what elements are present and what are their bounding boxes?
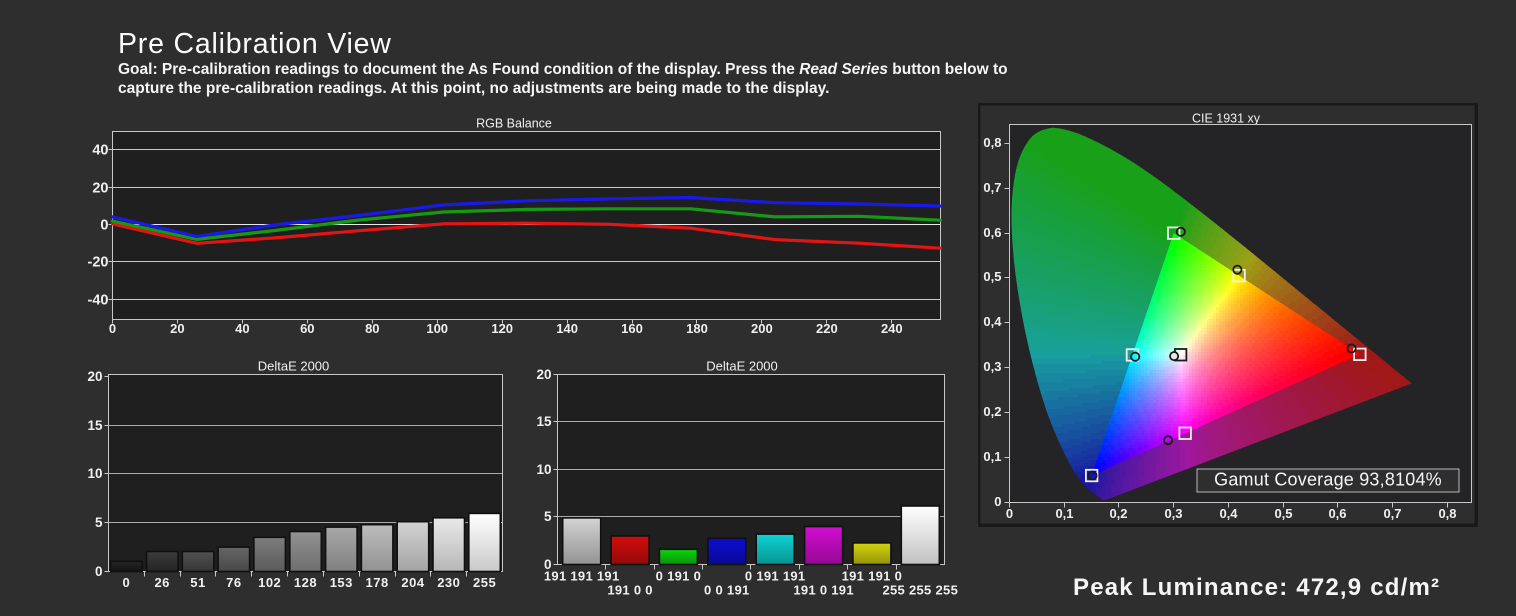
svg-text:20: 20 bbox=[170, 321, 184, 336]
svg-text:128: 128 bbox=[294, 575, 317, 590]
svg-text:120: 120 bbox=[491, 321, 513, 336]
svg-text:160: 160 bbox=[621, 321, 643, 336]
svg-text:15: 15 bbox=[536, 414, 552, 429]
svg-text:140: 140 bbox=[556, 321, 578, 336]
svg-text:20: 20 bbox=[87, 369, 102, 384]
svg-text:5: 5 bbox=[544, 509, 552, 524]
svg-text:10: 10 bbox=[536, 462, 551, 477]
svg-text:240: 240 bbox=[881, 321, 903, 336]
svg-text:15: 15 bbox=[87, 418, 103, 433]
svg-text:100: 100 bbox=[426, 321, 448, 336]
svg-text:0 0 191: 0 0 191 bbox=[704, 583, 749, 598]
svg-text:0: 0 bbox=[100, 218, 108, 234]
svg-text:51: 51 bbox=[190, 575, 205, 590]
svg-text:20: 20 bbox=[92, 181, 108, 197]
svg-text:178: 178 bbox=[365, 575, 388, 590]
svg-text:255 255 255: 255 255 255 bbox=[883, 583, 959, 598]
svg-text:40: 40 bbox=[235, 321, 249, 336]
svg-text:200: 200 bbox=[751, 321, 773, 336]
svg-text:180: 180 bbox=[686, 321, 708, 336]
svg-text:76: 76 bbox=[226, 575, 241, 590]
svg-text:-20: -20 bbox=[88, 255, 109, 271]
svg-text:-40: -40 bbox=[88, 293, 109, 309]
svg-text:191 0 191: 191 0 191 bbox=[793, 583, 854, 598]
svg-text:26: 26 bbox=[154, 575, 169, 590]
svg-text:20: 20 bbox=[536, 367, 551, 382]
svg-text:230: 230 bbox=[437, 575, 460, 590]
svg-text:10: 10 bbox=[87, 466, 102, 481]
svg-text:80: 80 bbox=[365, 321, 379, 336]
svg-text:0 191 191: 0 191 191 bbox=[745, 569, 806, 584]
svg-text:255: 255 bbox=[473, 575, 496, 590]
svg-text:191 0 0: 191 0 0 bbox=[607, 583, 652, 598]
svg-text:204: 204 bbox=[401, 575, 424, 590]
svg-text:0: 0 bbox=[123, 575, 131, 590]
svg-text:0 191 0: 0 191 0 bbox=[656, 569, 701, 584]
svg-text:191 191 191: 191 191 191 bbox=[544, 569, 620, 584]
svg-text:0: 0 bbox=[109, 321, 116, 336]
svg-text:CIE 1931 xy: CIE 1931 xy bbox=[1192, 112, 1261, 126]
svg-text:0: 0 bbox=[95, 564, 103, 579]
svg-text:60: 60 bbox=[300, 321, 314, 336]
svg-text:220: 220 bbox=[816, 321, 838, 336]
svg-text:40: 40 bbox=[92, 143, 108, 159]
svg-text:153: 153 bbox=[330, 575, 353, 590]
svg-text:DeltaE 2000: DeltaE 2000 bbox=[258, 359, 330, 374]
svg-text:102: 102 bbox=[258, 575, 281, 590]
svg-text:DeltaE 2000: DeltaE 2000 bbox=[706, 359, 778, 374]
svg-text:191 191 0: 191 191 0 bbox=[842, 569, 903, 584]
svg-text:0: 0 bbox=[544, 557, 552, 572]
svg-text:RGB Balance: RGB Balance bbox=[476, 117, 552, 131]
svg-text:5: 5 bbox=[95, 515, 103, 530]
